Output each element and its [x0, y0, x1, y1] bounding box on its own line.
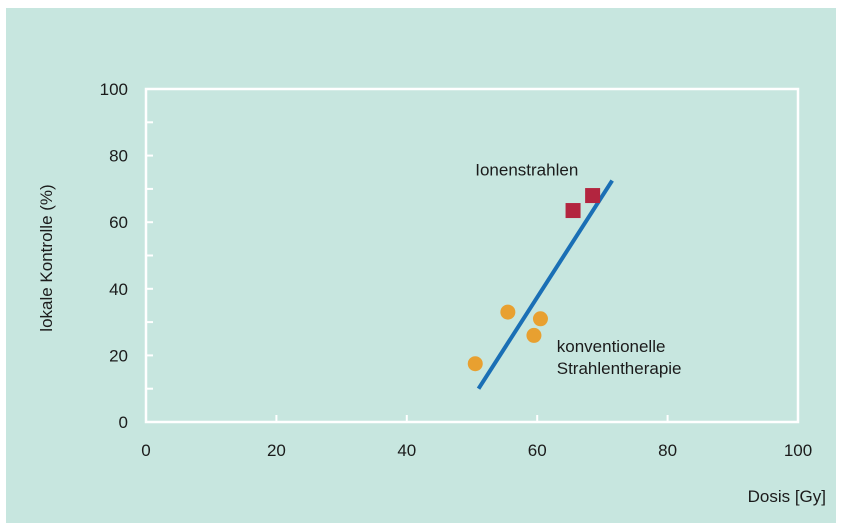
y-tick-label: 100	[100, 80, 128, 99]
y-tick-label: 40	[109, 280, 128, 299]
plot-frame	[144, 87, 800, 424]
x-tick-label: 80	[658, 441, 677, 460]
chart-panel: 0 20 40 60 80 100 0 20 40 60 80 100 Ionenstrahlen ko…	[6, 8, 836, 523]
y-tick-label: 80	[109, 147, 128, 166]
axes	[144, 87, 800, 424]
conventional-therapy-point	[500, 304, 516, 320]
x-tick-label: 60	[528, 441, 547, 460]
annotation-line: Ionenstrahlen	[475, 161, 578, 180]
annotations: Ionenstrahlen konventionelle Strahlenthera…	[475, 161, 681, 378]
conventional-therapy-point	[467, 356, 483, 372]
trendline	[476, 179, 614, 390]
y-axis-label: lokale Kontrolle (%)	[37, 184, 56, 331]
ion-beam-point	[565, 203, 581, 219]
annotation-line: Strahlentherapie	[557, 359, 682, 378]
x-tick-label: 20	[267, 441, 286, 460]
scatter-chart: 0 20 40 60 80 100 0 20 40 60 80 100 Ionenstrahlen ko…	[37, 80, 826, 506]
annotation-label: konventionelle Strahlentherapie	[557, 337, 682, 378]
x-tick-label: 100	[784, 441, 812, 460]
y-tick-label: 20	[109, 346, 128, 365]
x-tick-label: 40	[397, 441, 416, 460]
y-tick-label: 60	[109, 213, 128, 232]
conventional-therapy-point	[526, 327, 542, 343]
y-tick-label: 0	[119, 413, 128, 432]
ion-beam-point	[585, 188, 601, 204]
x-axis-label: Dosis [Gy]	[748, 487, 826, 506]
conventional-therapy-point	[532, 311, 548, 327]
x-tick-label: 0	[141, 441, 150, 460]
annotation-line: konventionelle	[557, 337, 666, 356]
data-points	[467, 188, 601, 372]
trendline-group	[476, 179, 614, 390]
tick-labels: 0 20 40 60 80 100 0 20 40 60 80 100	[100, 80, 813, 460]
annotation-label: Ionenstrahlen	[475, 161, 578, 180]
